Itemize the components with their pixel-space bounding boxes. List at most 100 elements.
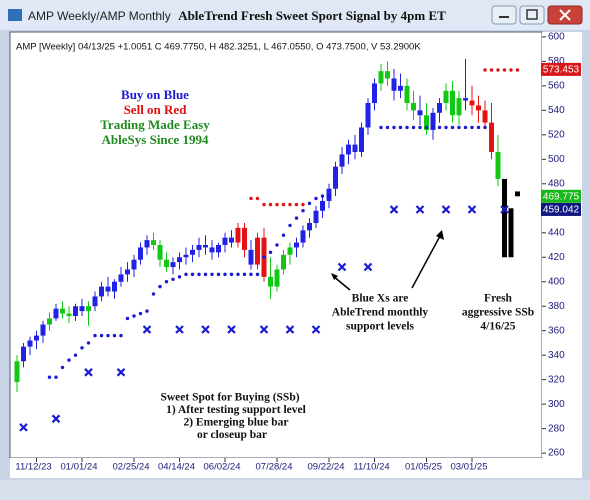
support-dot: [457, 125, 461, 130]
arrow-head: [436, 230, 444, 240]
support-dot: [307, 201, 312, 206]
support-x: [142, 325, 152, 334]
support-dot: [463, 125, 468, 130]
candle-body: [443, 90, 449, 103]
candle-body: [92, 296, 98, 307]
support-dot: [236, 272, 240, 277]
support-dot: [125, 316, 130, 321]
candle-body: [164, 259, 169, 268]
support-dot: [294, 216, 299, 220]
candle-body: [235, 227, 241, 243]
support-x: [337, 262, 347, 272]
y-tick-label: 600: [548, 32, 565, 43]
maximize-icon: [526, 9, 538, 20]
info-line: AMP [Weekly] 04/13/25 +1.0051 C 469.7750…: [16, 42, 421, 53]
y-tick-label: 420: [548, 252, 565, 263]
candle-body: [203, 245, 208, 248]
support-dot: [184, 272, 188, 277]
app-icon: [8, 9, 22, 21]
candle-body: [333, 166, 338, 189]
support-x: [500, 205, 509, 214]
support-dot: [424, 125, 429, 130]
x-axis-area: [10, 458, 582, 478]
candle-body: [450, 90, 455, 116]
candle-body: [352, 144, 358, 152]
y-tick-label: 360: [548, 325, 565, 336]
price-label-box: [541, 189, 581, 203]
annotation: or closeup bar: [197, 429, 267, 441]
resistance-dot: [509, 68, 513, 72]
support-dot: [119, 333, 123, 338]
resistance-dot: [301, 202, 305, 207]
candle-body: [404, 85, 410, 103]
annotation: Fresh: [484, 293, 513, 305]
support-dot: [242, 272, 247, 277]
candle-body: [417, 110, 423, 116]
candle-body: [73, 306, 78, 316]
candle-body: [157, 245, 163, 260]
y-tick-label: 520: [548, 129, 565, 140]
candle-body: [430, 112, 436, 130]
price-label: 459.042: [543, 205, 580, 216]
candle-body: [66, 313, 72, 316]
resistance-dot: [275, 202, 279, 207]
support-dot: [93, 333, 97, 338]
maximize-button[interactable]: [519, 5, 545, 25]
candle-body: [437, 103, 442, 113]
y-tick-label: 540: [548, 105, 565, 116]
support-dot: [210, 272, 214, 277]
support-dot: [177, 275, 182, 279]
y-tick-label: 480: [548, 178, 565, 189]
marks: 2602803003203403603804004204404604805005…: [14, 32, 581, 473]
y-tick-label: 580: [548, 56, 565, 67]
candle-body: [508, 208, 514, 258]
price-label-box: [541, 202, 581, 216]
support-dot: [203, 272, 208, 277]
y-tick-label: 500: [548, 154, 565, 165]
support-dot: [476, 125, 481, 130]
candle-body: [398, 85, 403, 91]
support-dot: [67, 358, 71, 362]
support-x: [311, 325, 321, 334]
x-tick-label: 02/25/24: [113, 462, 150, 473]
support-dot: [444, 125, 448, 130]
candle-body: [346, 144, 351, 155]
support-dot: [171, 277, 175, 281]
annotation: support levels: [346, 321, 415, 333]
candle-body: [463, 98, 468, 101]
candle-body: [151, 240, 156, 245]
support-dot: [138, 311, 143, 316]
candle-body: [144, 240, 150, 248]
annotation: aggressive SSb: [462, 307, 534, 319]
candle-body: [222, 237, 228, 245]
resistance-dot: [268, 202, 273, 207]
candle-body: [294, 242, 299, 248]
annotation: AbleTrend monthly: [332, 307, 429, 319]
legend-note: AbleSys Since 1994: [102, 132, 209, 147]
support-dot: [405, 125, 409, 130]
candle-body: [515, 191, 520, 197]
legend-note: Trading Made Easy: [100, 117, 210, 132]
candle-body: [281, 254, 286, 270]
candle-body: [424, 115, 429, 130]
support-dot: [73, 353, 78, 357]
support-dot: [54, 375, 58, 379]
support-dot: [470, 125, 474, 130]
support-dot: [275, 243, 279, 247]
candle-body: [391, 78, 397, 91]
support-x: [116, 368, 126, 377]
support-dot: [229, 272, 234, 277]
resistance-dot: [288, 202, 292, 207]
candle-body: [209, 247, 215, 253]
support-dot: [158, 284, 162, 289]
candle-body: [274, 269, 280, 287]
resistance-dot: [294, 202, 299, 207]
x-tick-label: 11/12/23: [15, 462, 51, 473]
candle-body: [411, 103, 416, 111]
x-tick-label: 06/02/24: [204, 462, 241, 473]
candle-body: [229, 237, 234, 243]
minimize-button[interactable]: [491, 5, 517, 25]
support-dot: [80, 346, 84, 350]
y-tick-label: 280: [548, 423, 565, 434]
